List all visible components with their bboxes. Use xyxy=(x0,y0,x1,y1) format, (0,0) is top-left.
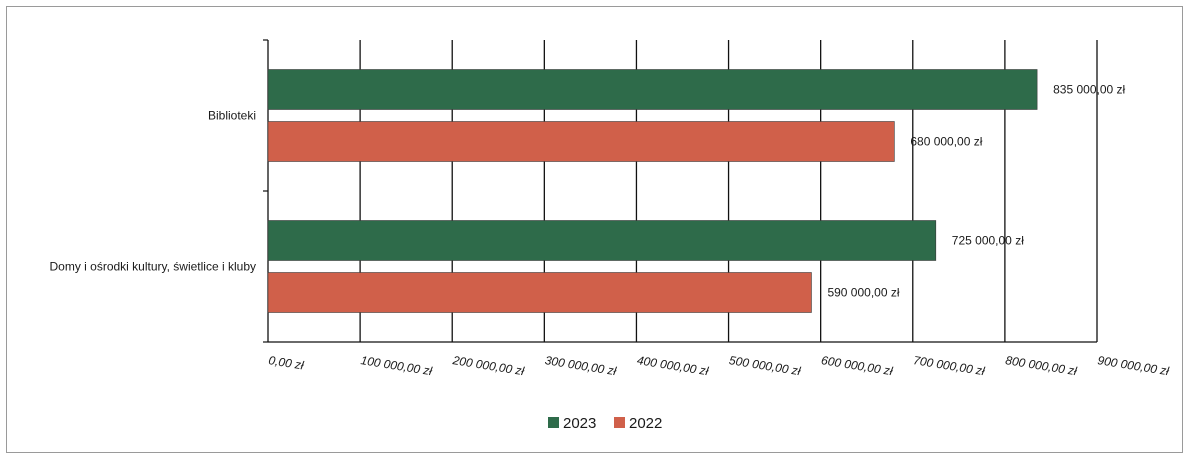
data-label: 680 000,00 zł xyxy=(910,135,982,149)
x-tick-label: 400 000,00 zł xyxy=(636,353,710,378)
bar-2023-0 xyxy=(267,69,1038,110)
x-tick-label: 300 000,00 zł xyxy=(544,353,618,378)
bar-2022-0 xyxy=(267,121,895,162)
legend: 2023 2022 xyxy=(548,415,662,432)
x-tick-labels: 0,00 zł 100 000,00 zł 200 000,00 zł 300 000… xyxy=(268,353,1171,378)
x-tick-label: 500 000,00 zł xyxy=(728,353,802,378)
legend-label-2023: 2023 xyxy=(563,415,596,432)
bar-2022-1 xyxy=(267,272,812,313)
data-labels: 835 000,00 zł 680 000,00 zł 725 000,00 zł 5… xyxy=(827,83,1125,300)
x-tick-label: 0,00 zł xyxy=(268,353,305,372)
legend-swatch-2022 xyxy=(614,417,625,428)
data-label: 835 000,00 zł xyxy=(1053,83,1125,97)
x-tick-label: 200 000,00 zł xyxy=(451,353,526,378)
x-tick-label: 600 000,00 zł xyxy=(820,353,894,378)
data-label: 725 000,00 zł xyxy=(952,234,1024,248)
category-label: Domy i ośrodki kultury, świetlice i klub… xyxy=(49,260,256,274)
bar-2023-1 xyxy=(267,220,937,261)
x-tick-label: 800 000,00 zł xyxy=(1004,353,1078,378)
legend-swatch-2023 xyxy=(548,417,559,428)
x-tick-label: 700 000,00 zł xyxy=(912,353,986,378)
category-label: Biblioteki xyxy=(208,109,256,123)
legend-label-2022: 2022 xyxy=(629,415,662,432)
bars xyxy=(267,69,1038,313)
x-tick-label: 100 000,00 zł xyxy=(360,353,434,378)
x-tick-label: 900 000,00 zł xyxy=(1097,353,1171,378)
category-labels: Biblioteki Domy i ośrodki kultury, świetl… xyxy=(49,109,256,274)
data-label: 590 000,00 zł xyxy=(827,286,899,300)
